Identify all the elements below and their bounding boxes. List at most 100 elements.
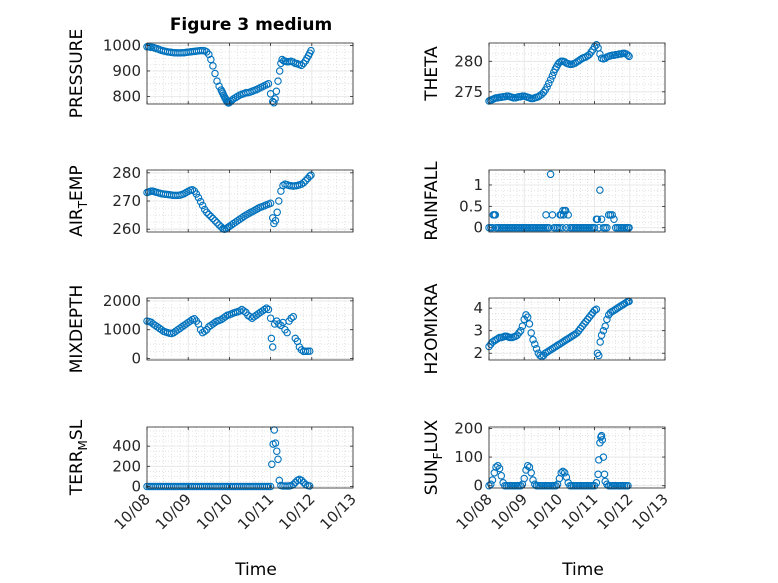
- data-point: [272, 87, 281, 96]
- data-point: [596, 50, 604, 58]
- data-point: [267, 334, 276, 343]
- panel-air-temp: 260 270 280 AIRTEMP: [67, 164, 354, 238]
- data-point: [301, 176, 310, 185]
- data-point: [196, 197, 205, 206]
- data-point: [558, 223, 566, 232]
- data-point: [603, 315, 611, 324]
- data-point: [515, 329, 523, 337]
- data-point: [487, 480, 495, 489]
- data-point: [529, 476, 537, 484]
- x-tick-label: 10/13: [317, 490, 360, 533]
- data-point: [532, 344, 541, 353]
- data-point: [192, 190, 201, 198]
- data-point: [546, 170, 555, 179]
- data-point: [527, 329, 535, 337]
- data-point: [271, 216, 280, 225]
- data-point: [603, 223, 611, 232]
- data-point: [610, 215, 618, 223]
- data-point: [625, 223, 633, 232]
- data-point: [600, 470, 609, 479]
- data-point: [211, 69, 219, 78]
- y-tick-label: 2: [473, 344, 483, 362]
- data-point: [494, 334, 502, 343]
- data-point: [268, 460, 276, 469]
- panel-theta: 275 280 THETA: [422, 41, 666, 105]
- data-point: [590, 306, 599, 315]
- y-tick-label: 1000: [103, 37, 141, 55]
- data-point: [559, 467, 567, 476]
- data-point: [266, 482, 275, 491]
- y-axis-label: H2OMIXRA: [422, 283, 442, 374]
- data-point: [608, 211, 616, 219]
- x-tick-label: 10/12: [593, 490, 636, 533]
- data-point: [240, 307, 248, 315]
- data-point: [260, 305, 269, 314]
- data-point: [188, 185, 197, 194]
- axes-box: [488, 297, 666, 361]
- data-point: [546, 75, 555, 84]
- y-tick-label: 0.5: [459, 197, 483, 215]
- data-point: [548, 72, 557, 80]
- data-point: [287, 314, 295, 322]
- data-point: [596, 338, 604, 346]
- data-point: [275, 197, 283, 205]
- y-tick-label: 260: [112, 220, 141, 238]
- x-tick-label: 10/09: [152, 490, 195, 533]
- data-point: [301, 347, 310, 356]
- data-point: [543, 83, 551, 91]
- y-tick-label: 0: [473, 477, 483, 495]
- axes-box: [488, 42, 666, 105]
- data-point: [268, 343, 277, 351]
- data-point: [264, 482, 273, 491]
- axes-box: [146, 42, 354, 105]
- data-point: [215, 82, 223, 90]
- x-axis-label: Time: [561, 560, 604, 580]
- data-point: [271, 95, 279, 103]
- figure-title: Figure 3 medium: [170, 15, 332, 35]
- axes-box: [488, 169, 666, 233]
- data-point: [557, 469, 565, 477]
- y-tick-label: 3: [473, 322, 483, 340]
- data-point: [597, 215, 606, 223]
- data-point: [200, 327, 209, 335]
- data-point: [202, 208, 211, 217]
- data-point: [283, 328, 291, 337]
- data-point: [211, 318, 219, 327]
- data-point: [194, 193, 203, 202]
- axes-box: [488, 426, 666, 489]
- data-point: [559, 211, 568, 219]
- data-point: [202, 48, 211, 56]
- x-tick-label: 10/09: [488, 490, 531, 533]
- x-tick-label: 10/11: [234, 490, 277, 533]
- data-point: [545, 223, 553, 232]
- data-point: [564, 211, 572, 219]
- data-point: [555, 58, 564, 67]
- x-tick-label: 10/08: [111, 490, 154, 533]
- data-point: [209, 214, 217, 223]
- x-tick-label: 10/08: [453, 490, 496, 533]
- data-point: [595, 351, 603, 360]
- y-axis-label: AIRTEMP: [67, 165, 90, 236]
- data-point: [491, 211, 500, 219]
- y-tick-label: 900: [112, 62, 141, 80]
- data-point: [273, 447, 281, 455]
- data-point: [305, 172, 314, 180]
- data-point: [561, 206, 570, 215]
- data-point: [299, 178, 308, 187]
- x-axis-label: Time: [234, 560, 277, 580]
- x-tick-label: 10/11: [558, 490, 601, 533]
- data-point: [275, 320, 283, 328]
- plot-area: [489, 427, 665, 488]
- data-point: [297, 476, 306, 485]
- data-point: [520, 474, 528, 483]
- y-tick-label: 200: [454, 419, 483, 437]
- y-tick-label: 800: [112, 87, 141, 105]
- data-point: [548, 211, 557, 219]
- y-axis-label: SUNFLUX: [422, 419, 445, 495]
- data-point: [596, 186, 604, 194]
- data-point: [274, 455, 282, 464]
- y-tick-label: 1000: [103, 321, 141, 339]
- data-point: [262, 482, 271, 491]
